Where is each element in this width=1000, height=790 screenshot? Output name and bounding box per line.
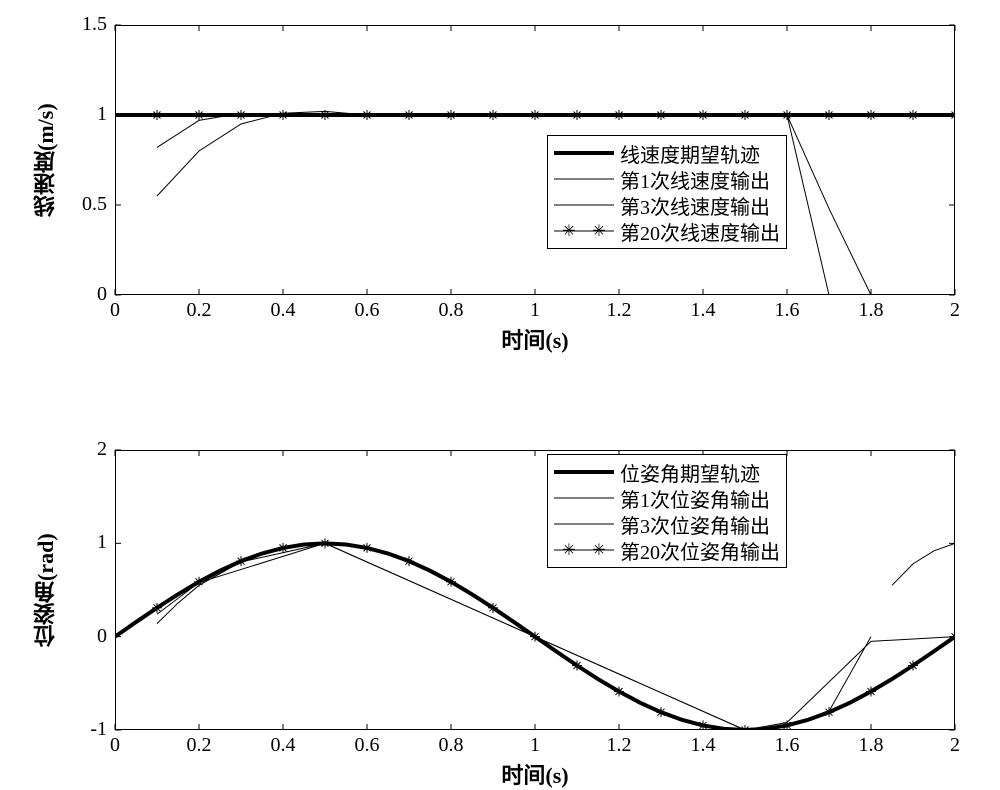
plot2-y-axis-label: 位姿角(rad) (30, 510, 62, 670)
x-tick-label: 0.4 (263, 734, 303, 757)
legend-item: ✳✳第20次位姿角输出 (554, 537, 780, 563)
x-tick-label: 0.2 (179, 299, 219, 322)
y-tick-label: 0 (97, 283, 107, 306)
legend-label: 位姿角期望轨迹 (620, 458, 760, 487)
y-tick-label: 0 (97, 625, 107, 648)
x-tick-label: 1.2 (599, 299, 639, 322)
legend-item: 第3次位姿角输出 (554, 511, 780, 537)
x-tick-label: 1.6 (767, 734, 807, 757)
plot2-svg (0, 0, 1000, 790)
legend-item: 第1次位姿角输出 (554, 485, 780, 511)
x-tick-label: 0.8 (431, 299, 471, 322)
legend-item: 位姿角期望轨迹 (554, 459, 780, 485)
plot2-legend: 位姿角期望轨迹第1次位姿角输出第3次位姿角输出✳✳第20次位姿角输出 (547, 454, 787, 568)
x-tick-label: 0.2 (179, 734, 219, 757)
legend-swatch: ✳✳ (554, 537, 614, 563)
x-tick-label: 0.6 (347, 299, 387, 322)
x-tick-label: 1 (515, 299, 555, 322)
x-tick-label: 0.4 (263, 299, 303, 322)
y-tick-label: 1 (97, 103, 107, 126)
legend-label: 第20次位姿角输出 (620, 536, 780, 565)
x-tick-label: 1.2 (599, 734, 639, 757)
x-tick-label: 1.8 (851, 299, 891, 322)
x-tick-label: 0.8 (431, 734, 471, 757)
y-tick-label: 2 (97, 438, 107, 461)
legend-swatch (554, 511, 614, 537)
x-tick-label: 1.8 (851, 734, 891, 757)
x-tick-label: 2 (935, 734, 975, 757)
y-tick-label: 0.5 (82, 193, 107, 216)
x-tick-label: 1.4 (683, 299, 723, 322)
legend-label: 第1次位姿角输出 (620, 484, 770, 513)
legend-swatch (554, 459, 614, 485)
y-tick-label: 1 (97, 531, 107, 554)
y-tick-label: 1.5 (82, 13, 107, 36)
y-tick-label: -1 (90, 718, 107, 741)
legend-swatch (554, 485, 614, 511)
x-tick-label: 1 (515, 734, 555, 757)
x-tick-label: 0.6 (347, 734, 387, 757)
x-tick-label: 1.6 (767, 299, 807, 322)
legend-label: 第3次位姿角输出 (620, 510, 770, 539)
plot2-x-axis-label: 时间(s) (485, 758, 585, 790)
x-tick-label: 1.4 (683, 734, 723, 757)
x-tick-label: 2 (935, 299, 975, 322)
